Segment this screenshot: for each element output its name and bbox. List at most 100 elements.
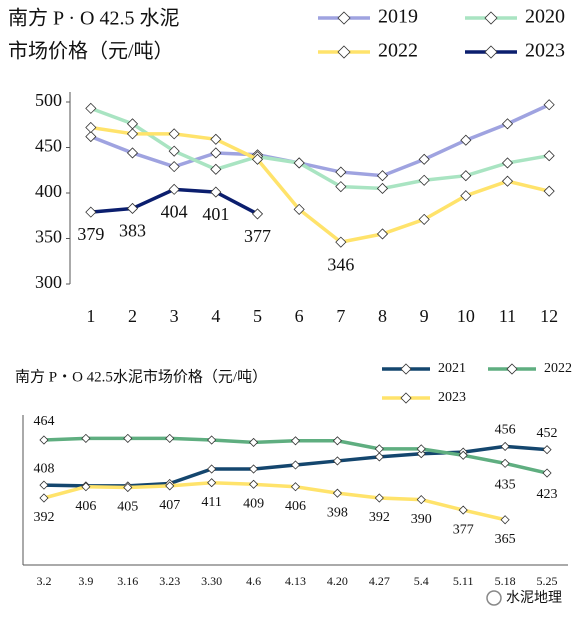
x-tick-label: 11 <box>499 306 516 326</box>
data-marker <box>416 495 426 505</box>
x-tick-label: 3.23 <box>159 574 180 588</box>
data-marker <box>500 441 510 452</box>
data-marker <box>335 181 347 193</box>
data-marker <box>168 161 180 173</box>
x-tick-label: 4.13 <box>285 574 306 588</box>
data-label: 464 <box>33 414 54 429</box>
data-marker <box>165 433 175 443</box>
series-line <box>90 103 550 178</box>
data-label: 365 <box>495 532 516 547</box>
data-marker <box>126 147 139 159</box>
data-label: 346 <box>327 254 354 274</box>
x-tick-label: 4.20 <box>327 574 348 588</box>
data-marker <box>376 182 389 195</box>
x-tick-label: 3 <box>170 306 179 326</box>
y-tick-label: 450 <box>35 136 62 156</box>
x-tick-label: 9 <box>420 306 429 326</box>
data-marker <box>460 134 472 146</box>
chart-title: 市场价格（元/吨） <box>8 40 174 63</box>
x-tick-label: 4 <box>211 306 220 326</box>
data-marker <box>332 436 342 446</box>
legend-marker <box>484 45 498 59</box>
data-marker <box>210 186 222 198</box>
data-marker <box>290 460 301 470</box>
data-label: 392 <box>33 510 54 525</box>
data-marker <box>500 515 510 525</box>
data-marker <box>39 493 49 503</box>
data-marker <box>376 228 389 240</box>
x-tick-label: 5 <box>253 306 262 326</box>
data-marker <box>210 163 222 175</box>
data-marker <box>168 128 180 140</box>
data-marker <box>374 493 384 503</box>
data-label: 401 <box>202 204 229 224</box>
data-marker <box>418 153 430 165</box>
data-marker <box>81 482 91 492</box>
y-tick-label: 350 <box>35 227 62 247</box>
legend-label: 2019 <box>378 6 418 28</box>
data-marker <box>39 435 49 445</box>
data-marker <box>123 433 133 443</box>
data-marker <box>543 150 555 162</box>
legend-label: 2023 <box>525 40 565 62</box>
legend-marker <box>484 11 498 25</box>
legend-label: 2022 <box>378 40 418 62</box>
legend-marker <box>337 11 351 25</box>
data-label: 406 <box>75 499 96 514</box>
data-marker <box>543 185 555 197</box>
data-marker <box>458 450 468 460</box>
data-marker <box>293 157 305 169</box>
data-label: 406 <box>285 499 306 514</box>
data-marker <box>165 481 175 491</box>
data-marker <box>458 505 468 515</box>
x-tick-label: 1 <box>86 306 95 326</box>
data-marker <box>542 445 552 455</box>
data-marker <box>418 213 430 225</box>
data-marker <box>332 488 342 498</box>
data-label: 411 <box>201 495 221 510</box>
x-tick-label: 5.11 <box>453 574 474 588</box>
data-marker <box>416 444 426 454</box>
data-marker <box>207 478 217 488</box>
data-marker <box>290 436 301 446</box>
data-marker <box>210 133 222 145</box>
data-marker <box>335 166 347 178</box>
data-marker <box>542 468 552 478</box>
legend-marker <box>337 45 351 59</box>
data-marker <box>85 206 97 218</box>
data-marker <box>416 449 426 459</box>
data-marker <box>332 456 342 466</box>
data-marker <box>543 99 555 111</box>
data-marker <box>123 482 133 493</box>
data-marker <box>210 147 222 159</box>
data-label: 456 <box>495 423 516 438</box>
data-label: 383 <box>119 221 146 241</box>
data-marker <box>501 157 514 169</box>
x-tick-label: 4.27 <box>369 574 390 588</box>
data-marker <box>290 482 301 492</box>
data-marker <box>501 175 514 187</box>
data-label: 407 <box>159 498 180 513</box>
data-marker <box>81 433 91 443</box>
chart-title: 南方 P · O 42.5 水泥 <box>8 7 179 30</box>
x-tick-label: 5.4 <box>414 574 429 588</box>
legend-label: 2021 <box>438 361 466 376</box>
data-marker <box>207 435 217 445</box>
data-label: 435 <box>495 478 516 493</box>
data-label: 392 <box>369 510 390 525</box>
x-tick-label: 5.18 <box>495 574 516 588</box>
data-label: 409 <box>243 497 264 512</box>
x-tick-label: 4.6 <box>246 574 261 588</box>
x-tick-label: 6 <box>295 306 304 326</box>
legend-label: 2020 <box>525 6 565 28</box>
data-label: 390 <box>411 512 432 527</box>
y-tick-label: 400 <box>35 181 62 201</box>
y-tick-label: 300 <box>35 272 62 292</box>
series-line <box>90 125 550 245</box>
watermark-icon <box>486 590 502 606</box>
data-marker <box>501 118 514 130</box>
data-marker <box>249 437 259 447</box>
legend-marker <box>400 363 412 375</box>
data-marker <box>460 190 472 202</box>
x-tick-label: 2 <box>128 306 137 326</box>
